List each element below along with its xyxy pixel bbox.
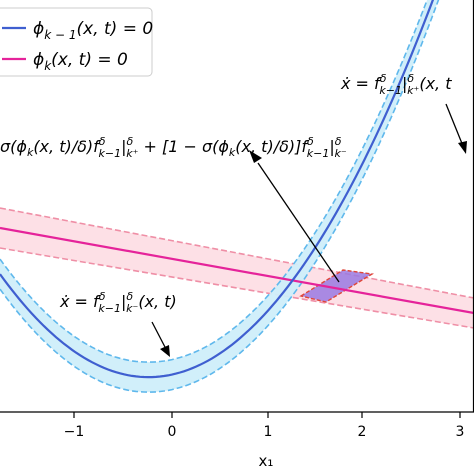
x-tick-label: 1 bbox=[264, 424, 273, 440]
legend: ϕk − 1(x, t) = 0 ϕk(x, t) = 0 bbox=[0, 7, 153, 77]
x-tick-label: −1 bbox=[64, 424, 85, 440]
legend-label-phi-k-minus-1: ϕk − 1(x, t) = 0 bbox=[33, 19, 153, 42]
arrow-blend bbox=[249, 150, 340, 283]
blue-band-upper-edge bbox=[0, 0, 429, 363]
x-tick-label: 0 bbox=[168, 424, 177, 440]
blue-band-lower-edge bbox=[0, 0, 440, 393]
x-axis-title: x₁ bbox=[259, 452, 274, 470]
pink-band bbox=[0, 208, 474, 328]
pink-band-lower-edge bbox=[0, 247, 474, 329]
overlap-region bbox=[299, 269, 375, 303]
blue-band bbox=[0, 0, 440, 393]
x-tick-label: 3 bbox=[456, 424, 465, 440]
arrow-top-right bbox=[445, 103, 467, 154]
phi-k-minus-1-curve bbox=[0, 0, 435, 379]
x-tick-label: 2 bbox=[358, 424, 367, 440]
annotation-top-right: ẋ = fδ k−1|δ k⁺(x, t bbox=[340, 72, 452, 97]
blue-band-fill bbox=[0, 0, 439, 393]
annotation-blend: σ(ϕk(x, t)/δ)fδ k−1|δ k⁺ + [1 − σ(ϕk(x, t)… bbox=[0, 135, 347, 160]
annotation-bottom: ẋ = fδ k−1|δ k⁻(x, t) bbox=[59, 290, 177, 315]
legend-label-phi-k: ϕk(x, t) = 0 bbox=[33, 50, 128, 73]
arrow-bottom bbox=[151, 321, 170, 357]
phi-k-line bbox=[0, 226, 474, 315]
